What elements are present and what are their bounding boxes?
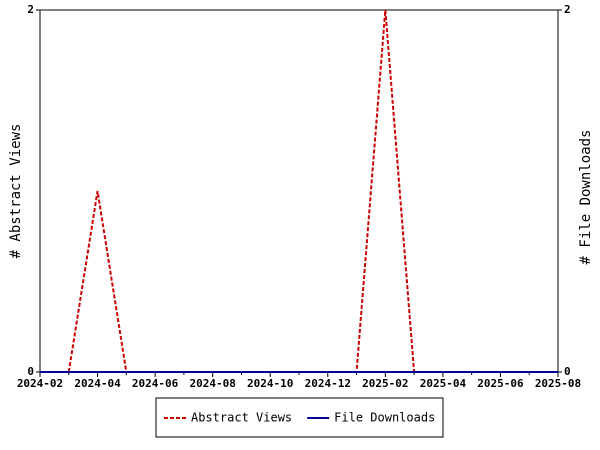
y-tick-label: 2 — [27, 3, 34, 16]
x-tick-label: 2024-02 — [17, 377, 63, 390]
x-tick-label: 2024-04 — [74, 377, 121, 390]
x-tick-label: 2025-06 — [477, 377, 524, 390]
legend-label: Abstract Views — [191, 411, 292, 425]
x-tick-label: 2024-08 — [189, 377, 235, 390]
y2-tick-label: 0 — [564, 365, 571, 378]
y2-axis-label: # File Downloads — [578, 130, 594, 265]
legend-box — [155, 397, 444, 438]
y-axis-label: # Abstract Views — [8, 124, 24, 259]
x-tick-label: 2025-02 — [362, 377, 408, 390]
x-tick-label: 2025-04 — [420, 377, 467, 390]
plot-area — [39, 9, 559, 373]
x-tick-label: 2024-10 — [247, 377, 293, 390]
y-tick-label: 0 — [27, 365, 34, 378]
series-line — [67, 9, 558, 373]
y2-tick-label: 2 — [564, 3, 571, 16]
x-tick-label: 2024-12 — [305, 377, 351, 390]
x-tick-label: 2024-06 — [132, 377, 179, 390]
legend-label: File Downloads — [334, 411, 435, 425]
x-tick-label: 2025-08 — [535, 377, 581, 390]
